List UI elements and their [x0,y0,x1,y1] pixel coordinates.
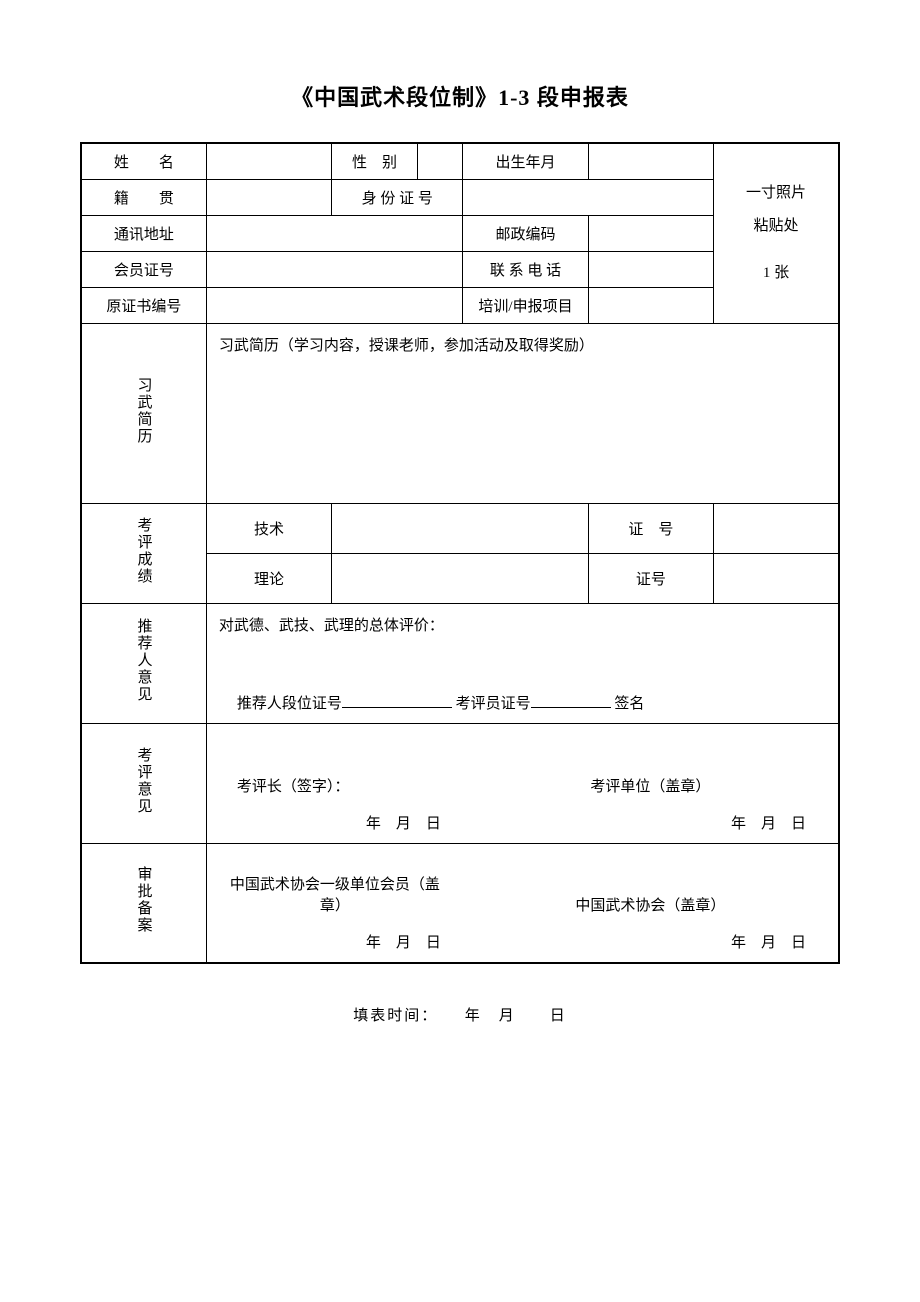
value-gender[interactable] [417,143,463,179]
value-address[interactable] [206,215,462,251]
approval-unit2-area[interactable]: 中国武术协会（盖章） 年 月 日 [463,843,839,963]
label-cert-no2: 证号 [588,553,713,603]
label-exam-score: 考评成绩 [81,503,206,603]
value-phone[interactable] [588,251,713,287]
value-orig-cert[interactable] [206,287,462,323]
value-name[interactable] [206,143,331,179]
value-birth[interactable] [588,143,713,179]
label-origin: 籍 贯 [81,179,206,215]
value-apply-item[interactable] [588,287,713,323]
label-member-no: 会员证号 [81,251,206,287]
page-title: 《中国武术段位制》1-3 段申报表 [80,80,840,112]
exam-unit-area[interactable]: 考评单位（盖章） 年 月 日 [463,723,839,843]
label-name: 姓 名 [81,143,206,179]
label-gender: 性 别 [332,143,417,179]
value-theory-score[interactable] [332,553,588,603]
label-theory: 理论 [206,553,331,603]
label-approval: 审批备案 [81,843,206,963]
label-cert-no1: 证 号 [588,503,713,553]
label-idcard: 身 份 证 号 [332,179,463,215]
label-address: 通讯地址 [81,215,206,251]
exam-chief-label: 考评长（签字）： [237,775,451,796]
value-member-no[interactable] [206,251,462,287]
photo-label-3: 1 张 [716,257,836,290]
resume-hint: 习武简历（学习内容，授课老师，参加活动及取得奖励） [219,338,594,354]
value-theory-cert[interactable] [714,553,839,603]
photo-area[interactable]: 一寸照片 粘贴处 1 张 [714,143,839,323]
photo-label-2: 粘贴处 [716,210,836,243]
label-birth: 出生年月 [463,143,588,179]
exam-chief-area[interactable]: 考评长（签字）： 年 月 日 [206,723,462,843]
label-postcode: 邮政编码 [463,215,588,251]
fill-time: 填表时间： 年 月 日 [80,1004,840,1025]
label-resume: 习武简历 [81,323,206,503]
label-orig-cert: 原证书编号 [81,287,206,323]
value-tech-score[interactable] [332,503,588,553]
exam-chief-date: 年 月 日 [237,812,451,833]
value-origin[interactable] [206,179,331,215]
approval-unit2-date: 年 月 日 [475,931,826,952]
exam-unit-label: 考评单位（盖章） [475,775,826,796]
value-resume[interactable]: 习武简历（学习内容，授课老师，参加活动及取得奖励） [206,323,839,503]
approval-unit1-label: 中国武术协会一级单位会员（盖章） [219,873,451,915]
label-phone: 联 系 电 话 [463,251,588,287]
recommend-area[interactable]: 对武德、武技、武理的总体评价： 推荐人段位证号 考评员证号 签名 [206,603,839,723]
photo-label-1: 一寸照片 [716,177,836,210]
exam-unit-date: 年 月 日 [475,812,826,833]
recommend-footer: 推荐人段位证号 考评员证号 签名 [237,692,826,713]
label-tech: 技术 [206,503,331,553]
approval-unit1-area[interactable]: 中国武术协会一级单位会员（盖章） 年 月 日 [206,843,462,963]
value-idcard[interactable] [463,179,714,215]
application-form-table: 姓 名 性 别 出生年月 一寸照片 粘贴处 1 张 籍 贯 身 份 证 号 通讯… [80,142,840,964]
recommend-hint: 对武德、武技、武理的总体评价： [219,614,826,635]
label-apply-item: 培训/申报项目 [463,287,588,323]
label-recommend: 推荐人意见 [81,603,206,723]
value-tech-cert[interactable] [714,503,839,553]
approval-unit2-label: 中国武术协会（盖章） [475,894,826,915]
label-exam-opinion: 考评意见 [81,723,206,843]
approval-unit1-date: 年 月 日 [219,931,451,952]
value-postcode[interactable] [588,215,713,251]
